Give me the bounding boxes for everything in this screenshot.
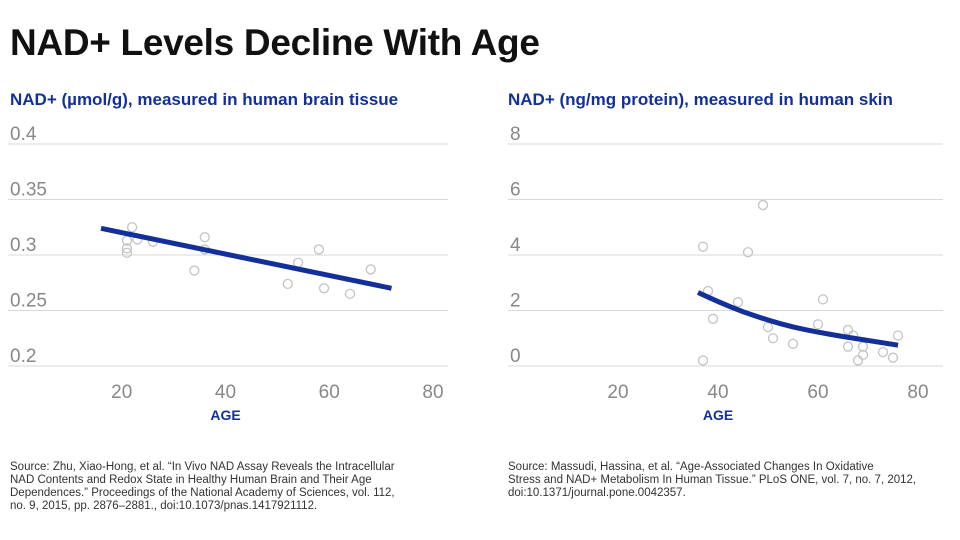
- data-point: [812, 319, 824, 330]
- data-point: [344, 288, 356, 300]
- source-line: Source: Zhu, Xiao-Hong, et al. “In Vivo …: [10, 461, 395, 473]
- data-point: [767, 333, 779, 344]
- trend-line: [100, 225, 393, 291]
- data-point: [787, 338, 799, 349]
- data-point: [857, 349, 869, 361]
- data-point: [892, 330, 904, 341]
- data-point: [318, 283, 330, 294]
- y-tick-label: 0.25: [10, 291, 47, 312]
- x-tick-label: 20: [607, 382, 628, 403]
- data-point: [877, 346, 889, 358]
- y-tick-label: 2: [510, 291, 521, 312]
- data-point: [842, 324, 854, 336]
- source-line: Source: Massudi, Hassina, et al. “Age-As…: [508, 461, 874, 473]
- data-point: [121, 247, 133, 258]
- data-point: [742, 247, 754, 258]
- page-title: NAD+ Levels Decline With Age: [10, 22, 540, 63]
- data-point: [199, 232, 210, 243]
- data-point: [852, 355, 864, 366]
- x-tick-label: 80: [907, 382, 928, 403]
- x-axis-label: AGE: [703, 407, 733, 423]
- data-point: [121, 243, 133, 254]
- trend-line: [696, 290, 899, 348]
- data-point: [707, 313, 719, 324]
- x-tick-label: 40: [215, 382, 236, 403]
- x-tick-label: 60: [319, 382, 340, 403]
- source-line: Dependences.” Proceedings of the Nationa…: [10, 487, 395, 499]
- x-tick-label: 20: [111, 382, 132, 403]
- source-line: Stress and NAD+ Metabolism In Human Tiss…: [508, 474, 917, 486]
- y-tick-label: 0.4: [10, 124, 37, 145]
- y-tick-label: 6: [510, 180, 521, 201]
- data-point: [697, 241, 709, 252]
- left-chart-title: NAD+ (µmol/g), measured in human brain t…: [10, 90, 399, 109]
- x-tick-label: 40: [707, 382, 728, 403]
- data-point: [817, 294, 829, 305]
- source-line: no. 9, 2015, pp. 2876–2881., doi:10.1073…: [10, 500, 318, 512]
- y-tick-label: 0: [510, 346, 521, 367]
- left-source-citation: Source: Zhu, Xiao-Hong, et al. “In Vivo …: [10, 461, 395, 513]
- source-line: NAD Contents and Redox State in Healthy …: [10, 474, 372, 486]
- y-tick-label: 8: [510, 124, 521, 145]
- data-point: [126, 222, 138, 233]
- data-point: [365, 264, 376, 275]
- x-axis-label: AGE: [210, 407, 240, 423]
- data-point: [762, 321, 774, 333]
- y-tick-label: 0.2: [10, 346, 36, 367]
- data-point: [732, 297, 744, 308]
- data-point: [887, 352, 899, 363]
- data-point: [697, 355, 709, 366]
- right-source-citation: Source: Massudi, Hassina, et al. “Age-As…: [508, 461, 916, 500]
- x-tick-label: 60: [807, 382, 828, 403]
- data-point: [842, 341, 854, 352]
- data-point: [313, 244, 325, 255]
- source-line: doi:10.1371/journal.pone.0042357.: [508, 487, 686, 499]
- x-tick-label: 80: [422, 382, 443, 403]
- data-point: [757, 199, 769, 211]
- data-point: [282, 278, 293, 290]
- right-chart-title: NAD+ (ng/mg protein), measured in human …: [508, 90, 893, 109]
- y-tick-label: 0.35: [10, 180, 47, 201]
- y-tick-label: 0.3: [10, 235, 36, 256]
- y-tick-label: 4: [510, 235, 521, 256]
- data-point: [189, 265, 200, 276]
- brain-nad-chart: 0.4 0.35 0.3 0.25 0.2 20 40 60 80 AGE: [8, 124, 448, 423]
- data-point: [857, 341, 869, 352]
